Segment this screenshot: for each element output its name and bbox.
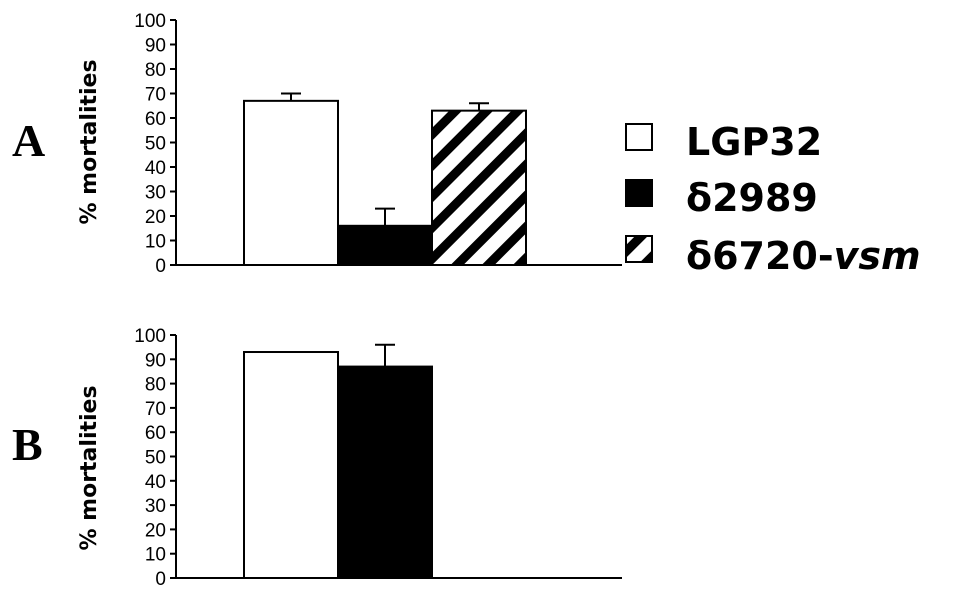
y-ticks-a: 0 10 20 30 40 50 60 70 80 90 100 <box>134 11 176 277</box>
panel-b: B % mortalities 0 10 20 30 40 50 60 70 80 90 100 <box>12 326 622 590</box>
y-tick-label-a-100: 100 <box>134 11 166 32</box>
legend-label-lgp32: LGP32 <box>686 120 822 164</box>
y-axis-label-b: % mortalities <box>77 385 102 550</box>
legend-item-d2989: δ2989 <box>625 176 818 220</box>
y-tick-label-b-20: 20 <box>145 520 166 541</box>
legend-item-d6720-vsm: δ6720-vsm <box>625 234 921 278</box>
bars-a <box>243 92 527 267</box>
y-ticks-b: 0 10 20 30 40 50 60 70 80 90 100 <box>134 326 176 590</box>
y-tick-label-b-70: 70 <box>145 399 166 420</box>
y-tick-label-a-30: 30 <box>145 183 166 204</box>
y-tick-label-a-20: 20 <box>145 207 166 228</box>
legend-item-lgp32: LGP32 <box>625 120 822 164</box>
y-tick-label-b-10: 10 <box>145 545 166 566</box>
legend-label-d6720-italic: vsm <box>834 234 921 278</box>
y-tick-label-a-40: 40 <box>145 158 166 179</box>
y-tick-label-b-50: 50 <box>145 448 166 469</box>
y-tick-label-a-50: 50 <box>145 134 166 155</box>
legend-swatch-d6720-vsm <box>625 235 653 263</box>
legend-swatch-lgp32 <box>625 123 653 151</box>
y-tick-label-b-0: 0 <box>155 569 166 590</box>
panel-letter-a: A <box>12 115 45 166</box>
bar-a-lgp32 <box>243 99 339 266</box>
y-tick-label-a-60: 60 <box>145 109 166 130</box>
y-tick-label-b-80: 80 <box>145 375 166 396</box>
y-tick-label-a-0: 0 <box>155 256 166 277</box>
panel-letter-b: B <box>12 419 43 470</box>
y-tick-label-a-70: 70 <box>145 85 166 106</box>
y-tick-label-b-90: 90 <box>145 350 166 371</box>
y-tick-label-a-80: 80 <box>145 60 166 81</box>
panel-a: A % mortalities 0 10 20 30 40 50 60 70 80 90 100 <box>12 11 622 277</box>
bar-a-d6720-vsm <box>431 109 527 267</box>
bar-b-d2989 <box>337 365 433 579</box>
legend-label-d6720-prefix: δ6720- <box>686 234 834 278</box>
y-tick-label-b-40: 40 <box>145 472 166 493</box>
legend-label-d6720-vsm: δ6720-vsm <box>686 234 921 278</box>
y-tick-label-b-60: 60 <box>145 423 166 444</box>
bars-b <box>243 343 433 580</box>
y-tick-label-a-10: 10 <box>145 232 166 253</box>
y-axis-label-a: % mortalities <box>77 59 102 224</box>
bar-b-lgp32 <box>243 351 339 580</box>
bar-a-d2989 <box>337 224 433 267</box>
y-tick-label-a-90: 90 <box>145 36 166 57</box>
legend-label-d2989: δ2989 <box>686 176 818 220</box>
legend: LGP32 δ2989 δ6720-vsm <box>625 120 921 278</box>
y-tick-label-b-30: 30 <box>145 496 166 517</box>
y-tick-label-b-100: 100 <box>134 326 166 347</box>
legend-swatch-d2989 <box>625 179 653 207</box>
